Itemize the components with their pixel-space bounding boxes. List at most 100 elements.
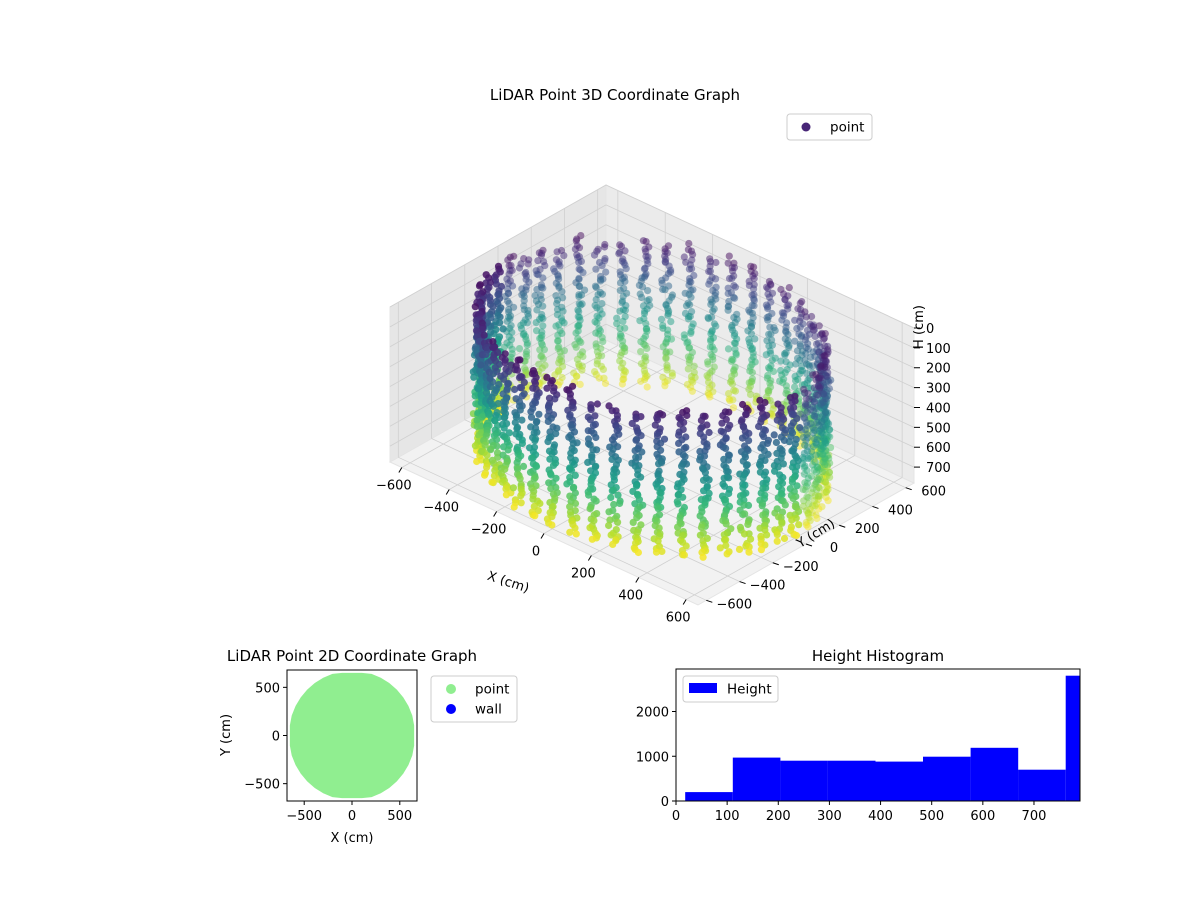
scatter3d-point: [608, 407, 616, 415]
scatter3d-point: [812, 468, 821, 476]
chart-2d-legend-label-point: point: [475, 682, 509, 698]
x3d-tick: [635, 577, 640, 583]
scatter3d-point: [814, 391, 822, 399]
scatter3d-point: [819, 411, 827, 419]
scatter3d-column: [563, 382, 581, 538]
scatter3d-point: [578, 366, 586, 374]
scatter3d-point: [488, 478, 496, 486]
scatter3d-column: [613, 241, 631, 388]
y3d-tick-label: 200: [855, 522, 880, 537]
scatter3d-point: [527, 408, 535, 416]
scatter3d-point: [494, 453, 502, 461]
scatter3d-point: [725, 252, 733, 260]
scatter3d-point: [643, 383, 651, 391]
scatter3d-point: [638, 448, 646, 456]
grid-line: [605, 303, 915, 448]
scatter3d-column: [703, 255, 720, 401]
grid-line: [605, 224, 915, 369]
scatter3d-point: [475, 385, 483, 393]
scatter3d-point: [469, 368, 477, 376]
chart-3d-axes: −600 −400 −200 0 200 400 600 −600 −400 −200 0 200 40…: [376, 322, 951, 626]
scatter3d-point: [500, 424, 508, 432]
scatter3d-column: [526, 367, 544, 520]
scatter3d-point: [610, 500, 618, 509]
scatter3d-point: [559, 307, 567, 315]
scatter3d-point: [729, 404, 738, 412]
scatter3d-point: [809, 429, 817, 437]
chart-2d-xlabel: X (cm): [331, 831, 374, 846]
scatter3d-point: [751, 335, 759, 343]
scatter3d-point: [771, 467, 779, 475]
scatter3d-column: [724, 252, 741, 412]
scatter3d-point: [764, 304, 772, 313]
chart-3d-points: [469, 232, 835, 561]
scatter3d-point: [770, 431, 778, 439]
scatter3d-point: [679, 493, 687, 501]
chart-3d-title: LiDAR Point 3D Coordinate Graph: [490, 86, 740, 104]
scatter3d-point: [517, 499, 525, 507]
scatter3d-point: [554, 337, 562, 345]
scatter3d-point: [500, 375, 508, 383]
scatter3d-point: [592, 265, 600, 273]
scatter2d-points-point: [289, 672, 415, 799]
scatter3d-point: [706, 393, 714, 401]
z3d-tick-label: 400: [926, 401, 951, 416]
scatter3d-point: [707, 337, 715, 345]
scatter3d-point: [792, 377, 800, 385]
scatter3d-point: [572, 329, 580, 337]
y3d-tick: [739, 581, 746, 585]
scatter3d-point: [788, 410, 796, 418]
scatter3d-point: [788, 398, 796, 406]
scatter3d-point: [543, 373, 551, 381]
scatter3d-point: [509, 484, 517, 492]
scatter3d-point: [544, 438, 552, 446]
scatter3d-point: [722, 541, 730, 550]
scatter3d-point: [639, 283, 647, 291]
histogram-legend: Height: [682, 675, 779, 703]
hist-x-tick-label: 700: [1022, 809, 1047, 824]
scatter3d-point: [607, 493, 615, 502]
scatter3d-point: [723, 467, 731, 475]
scatter3d-point: [687, 329, 695, 337]
scatter3d-point: [483, 451, 491, 459]
scatter3d-point: [696, 447, 704, 456]
scatter3d-point: [579, 269, 587, 277]
x3d-tick: [540, 533, 545, 539]
scatter3d-point: [501, 359, 509, 367]
scatter3d-point: [637, 348, 645, 356]
y3d-tick-label: 0: [830, 541, 838, 556]
scatter3d-point: [593, 400, 602, 408]
scatter3d-column: [628, 410, 647, 557]
scatter3d-point: [765, 330, 773, 338]
scatter3d-point: [571, 245, 580, 253]
scatter3d-point: [560, 252, 568, 260]
scatter3d-point: [616, 499, 624, 507]
scatter3d-point: [769, 367, 778, 376]
scatter3d-point: [773, 449, 781, 457]
scatter3d-point: [532, 418, 541, 426]
scatter3d-point: [589, 421, 598, 429]
scatter3d-point: [487, 446, 495, 454]
scatter3d-point: [575, 293, 583, 301]
scatter3d-point: [756, 462, 765, 470]
scatter3d-point: [684, 365, 692, 373]
scatter3d-point: [764, 450, 772, 458]
scatter3d-point: [584, 427, 592, 435]
scatter3d-point: [598, 300, 606, 308]
scatter3d-point: [517, 492, 525, 500]
scatter3d-point: [745, 543, 753, 551]
scatter3d-point: [675, 439, 683, 447]
scatter3d-point: [637, 377, 645, 385]
scatter3d-point: [661, 382, 669, 390]
scatter3d-point: [616, 307, 624, 315]
scatter3d-point: [785, 284, 793, 292]
y3d-tick-label: −400: [750, 579, 786, 594]
scatter3d-point: [517, 384, 526, 392]
scatter3d-point: [513, 425, 521, 433]
x3d-tick: [587, 555, 592, 561]
histogram-legend-patch: [689, 683, 717, 693]
scatter3d-column: [584, 400, 602, 543]
x2d-tick-label: 0: [348, 809, 356, 824]
scatter3d-point: [796, 299, 804, 307]
